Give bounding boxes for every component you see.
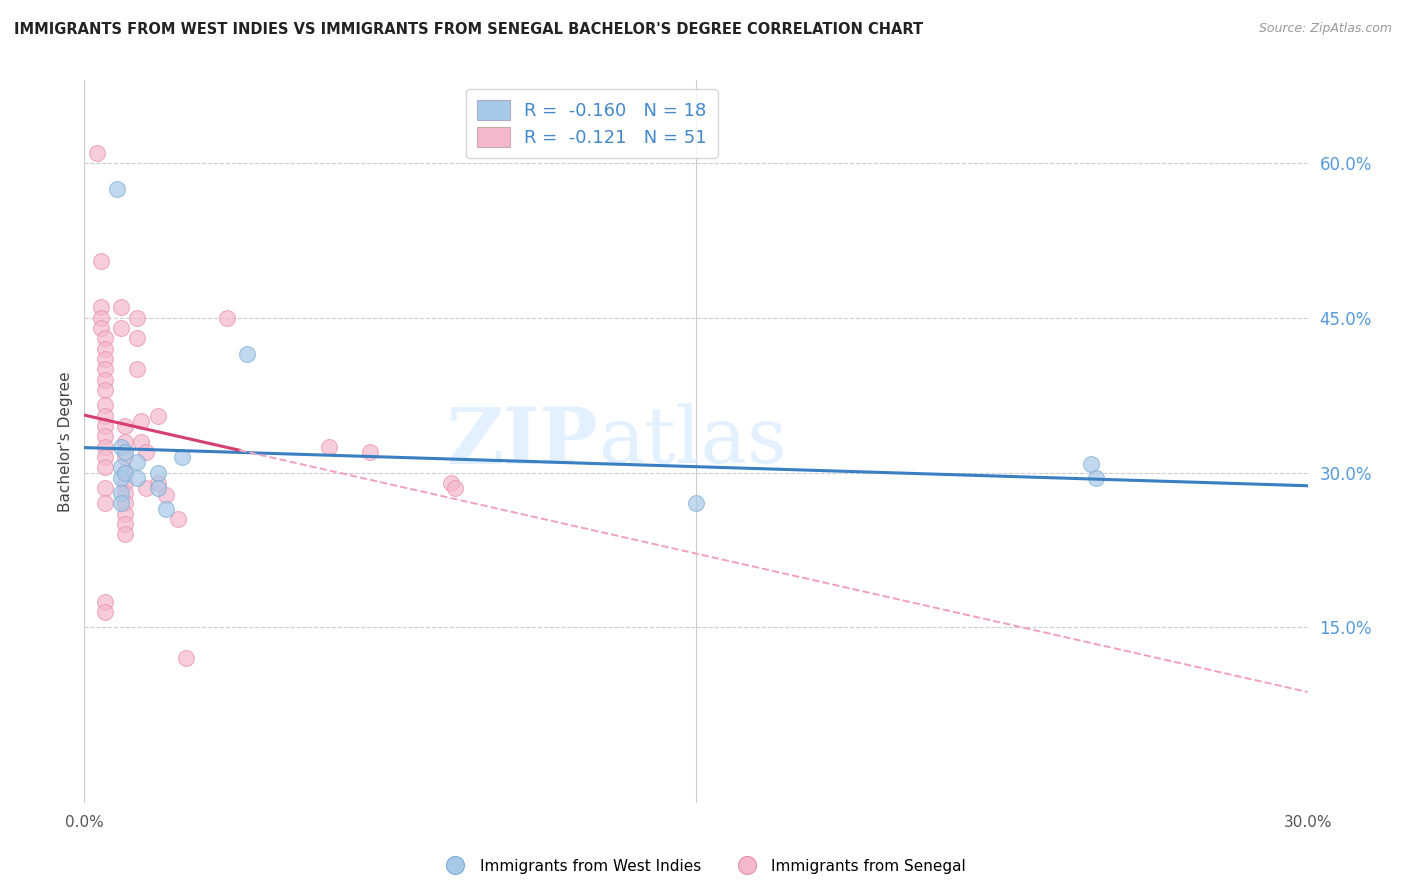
Point — [155, 501, 177, 516]
Point — [93, 496, 115, 510]
Point — [93, 331, 115, 345]
Point — [93, 481, 115, 495]
Point — [93, 409, 115, 423]
Point — [110, 460, 132, 475]
Point — [93, 342, 115, 356]
Point — [114, 486, 136, 500]
Point — [93, 450, 115, 464]
Point — [90, 321, 112, 335]
Point — [93, 440, 115, 454]
Point — [174, 651, 197, 665]
Text: Source: ZipAtlas.com: Source: ZipAtlas.com — [1258, 22, 1392, 36]
Point — [93, 351, 115, 366]
Point — [114, 507, 136, 521]
Point — [110, 486, 132, 500]
Point — [114, 445, 136, 459]
Point — [444, 481, 467, 495]
Point — [146, 466, 169, 480]
Point — [93, 605, 115, 619]
Point — [146, 481, 169, 495]
Point — [114, 450, 136, 464]
Text: atlas: atlas — [598, 404, 787, 479]
Point — [93, 460, 115, 475]
Point — [93, 594, 115, 608]
Point — [131, 414, 153, 428]
Point — [110, 321, 132, 335]
Point — [114, 419, 136, 434]
Point — [90, 310, 112, 325]
Y-axis label: Bachelor's Degree: Bachelor's Degree — [58, 371, 73, 512]
Point — [114, 527, 136, 541]
Point — [114, 466, 136, 480]
Point — [114, 434, 136, 449]
Point — [236, 347, 259, 361]
Point — [127, 331, 149, 345]
Point — [93, 429, 115, 443]
Point — [146, 409, 169, 423]
Point — [110, 496, 132, 510]
Point — [93, 398, 115, 412]
Point — [217, 310, 239, 325]
Legend: R =  -0.160   N = 18, R =  -0.121   N = 51: R = -0.160 N = 18, R = -0.121 N = 51 — [467, 89, 717, 158]
Point — [127, 362, 149, 376]
Point — [114, 475, 136, 490]
Point — [685, 496, 707, 510]
Point — [1080, 457, 1102, 471]
Point — [131, 434, 153, 449]
Point — [155, 488, 177, 502]
Text: ZIP: ZIP — [447, 403, 598, 480]
Point — [135, 481, 157, 495]
Point — [135, 445, 157, 459]
Point — [105, 182, 128, 196]
Point — [114, 496, 136, 510]
Point — [127, 455, 149, 469]
Point — [93, 419, 115, 434]
Point — [127, 310, 149, 325]
Point — [110, 301, 132, 315]
Point — [114, 517, 136, 532]
Legend: Immigrants from West Indies, Immigrants from Senegal: Immigrants from West Indies, Immigrants … — [434, 853, 972, 880]
Point — [90, 301, 112, 315]
Point — [127, 471, 149, 485]
Point — [114, 466, 136, 480]
Point — [110, 471, 132, 485]
Point — [146, 475, 169, 490]
Point — [440, 475, 463, 490]
Text: IMMIGRANTS FROM WEST INDIES VS IMMIGRANTS FROM SENEGAL BACHELOR'S DEGREE CORRELA: IMMIGRANTS FROM WEST INDIES VS IMMIGRANT… — [14, 22, 924, 37]
Point — [318, 440, 340, 454]
Point — [93, 362, 115, 376]
Point — [110, 440, 132, 454]
Point — [1084, 471, 1107, 485]
Point — [359, 445, 381, 459]
Point — [86, 145, 108, 160]
Point — [167, 512, 190, 526]
Point — [172, 450, 194, 464]
Point — [90, 254, 112, 268]
Point — [93, 383, 115, 397]
Point — [93, 373, 115, 387]
